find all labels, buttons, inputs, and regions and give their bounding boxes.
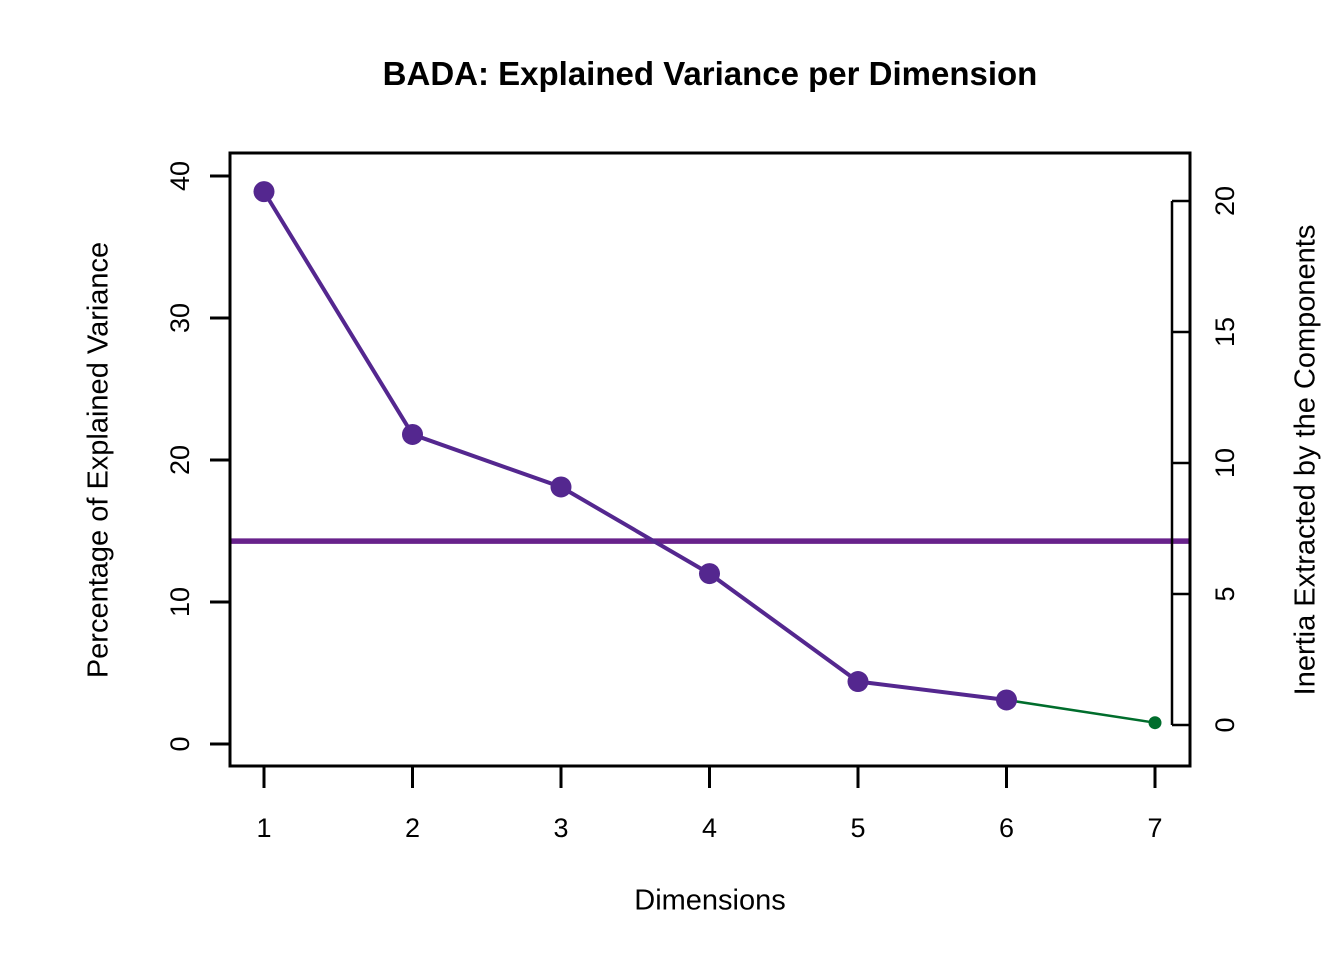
left-axis-tick-label: 20 (165, 445, 195, 475)
data-point-dim-4 (699, 563, 720, 585)
right-axis-tick-label: 20 (1210, 186, 1240, 216)
x-axis-tick-label: 6 (999, 813, 1014, 843)
left-axis-tick-label: 30 (165, 303, 195, 333)
data-point-dim-1 (253, 181, 275, 203)
x-axis-title: Dimensions (634, 884, 786, 917)
right-axis-tick-label: 15 (1210, 317, 1240, 347)
x-axis-tick-label: 7 (1147, 813, 1162, 843)
right-axis-tick-label: 10 (1210, 448, 1240, 478)
x-axis-tick-label: 3 (553, 813, 568, 843)
x-axis-tick-label: 4 (702, 813, 717, 843)
scree-line-nonsignificant (262, 190, 1156, 724)
data-point-dim-7 (1148, 716, 1162, 730)
data-point-dim-2 (402, 423, 423, 445)
chart-title: BADA: Explained Variance per Dimension (382, 55, 1038, 92)
data-point-dim-5 (847, 671, 869, 693)
plot-box (228, 151, 1192, 768)
data-point-dim-6 (996, 689, 1017, 711)
right-axis-tick-label: 5 (1210, 586, 1240, 601)
left-axis-tick-label: 40 (165, 161, 195, 191)
scree-line-significant (262, 190, 1007, 702)
left-axis-tick-label: 10 (165, 587, 195, 617)
x-axis-tick-label: 5 (850, 813, 865, 843)
x-axis-tick-label: 2 (405, 813, 420, 843)
data-point-dim-3 (550, 476, 572, 498)
x-axis-tick-label: 1 (256, 813, 271, 843)
left-axis-tick-label: 0 (165, 736, 195, 751)
right-axis-tick-label: 0 (1210, 717, 1240, 732)
